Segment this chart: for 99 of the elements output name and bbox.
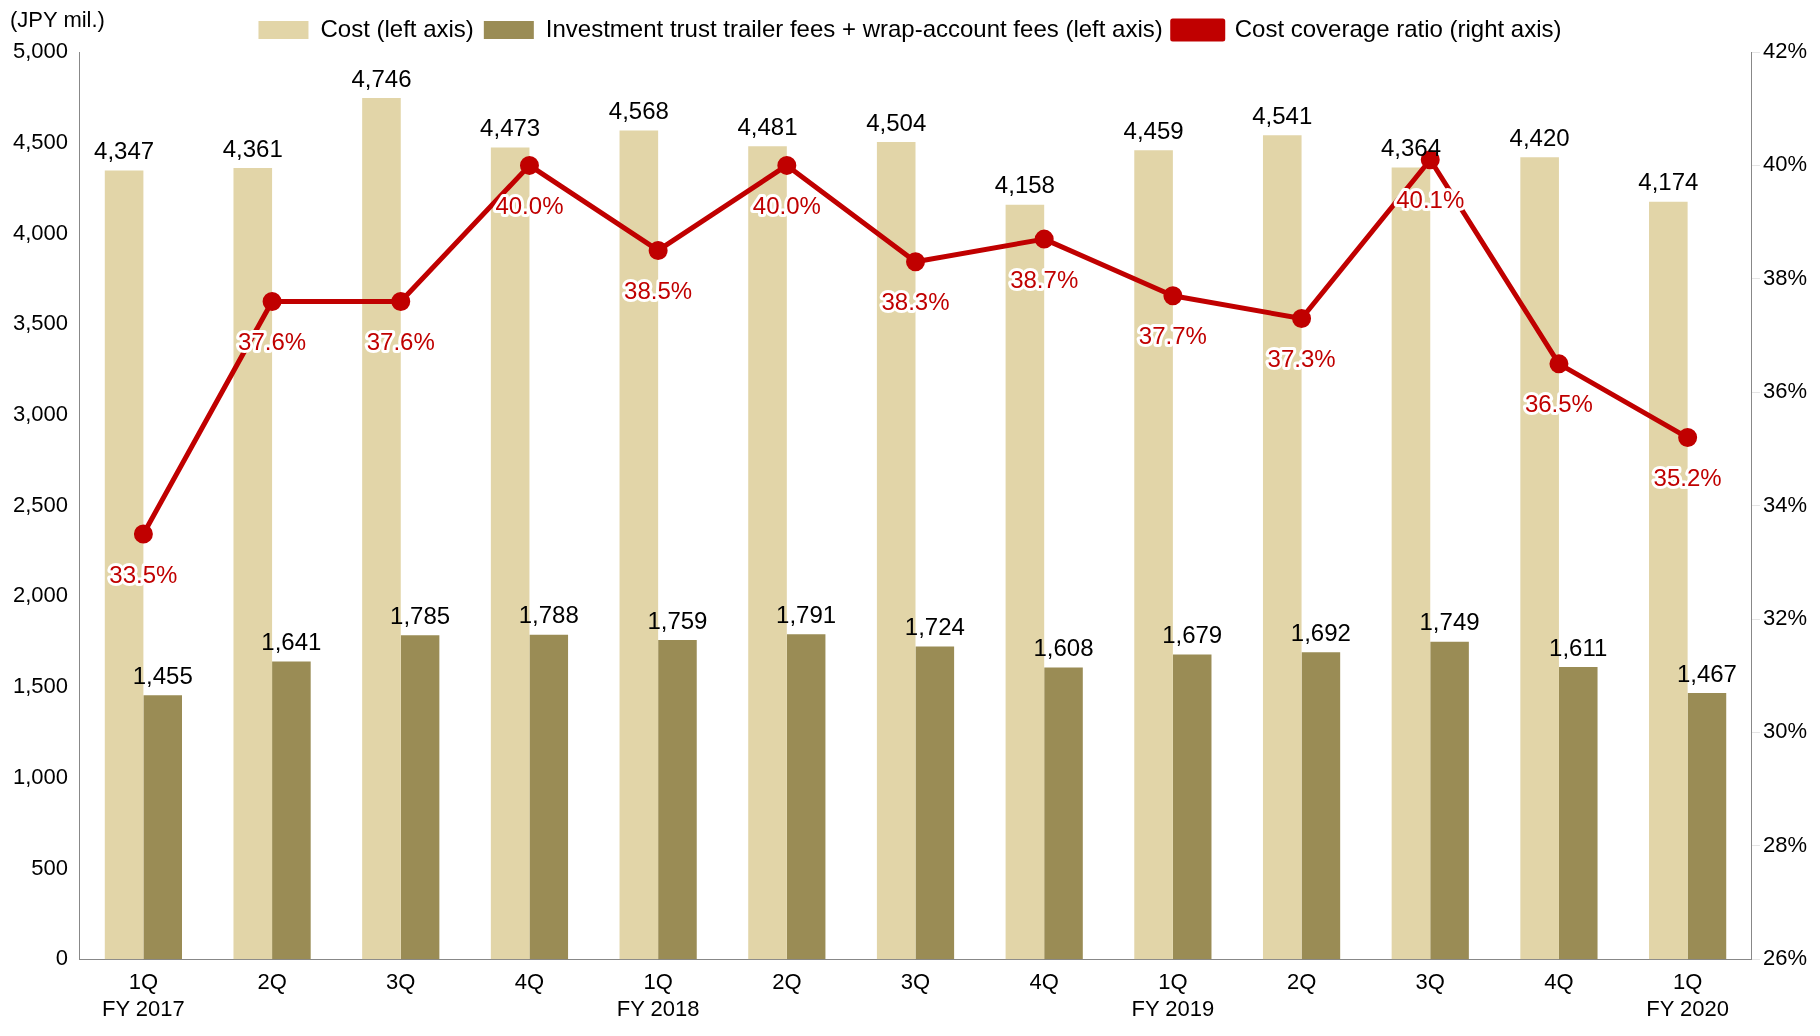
y-tick-label: 4,000 [12,219,69,245]
y2-tick-label: 42% [1762,38,1808,64]
data-label: 1,467 [1676,659,1737,687]
bar [915,646,955,960]
y2-tick-label: 30% [1762,718,1808,744]
y-tick-label: 500 [31,854,69,880]
data-label: 4,459 [1123,116,1184,144]
data-label: 38.5% [624,277,693,305]
bar [1172,654,1212,960]
point [648,240,668,260]
data-label: 40.0% [752,192,821,220]
y2-tick-label: 26% [1762,945,1808,971]
y-tick-label: 3,500 [12,310,69,336]
data-label: 4,364 [1380,134,1441,162]
bar [400,635,440,960]
data-label: 36.5% [1524,390,1593,418]
x-tick-label: 1Q FY 2017 [102,969,185,1021]
x-tick-label: 4Q [1029,969,1059,995]
data-label: 4,420 [1509,123,1570,151]
x-tick-label: 3Q [900,969,931,995]
y2-tick-label: 40% [1762,151,1808,177]
legend-label: Investment trust trailer fees + wrap-account fees (left axis) [545,14,1163,42]
bar [1558,666,1598,960]
x-tick-label: 4Q [1544,969,1574,995]
data-label: 1,641 [261,628,322,656]
point [1163,286,1183,306]
data-label: 4,174 [1638,168,1699,196]
bar [1687,693,1727,960]
y2-tick-label: 28% [1762,831,1808,857]
bar [1430,641,1469,960]
data-label: 1,679 [1162,621,1223,649]
bar [786,634,826,960]
data-label: 4,541 [1252,101,1313,129]
y2-tick-label: 36% [1762,378,1808,404]
y-tick-label: 5,000 [12,38,69,64]
y2-tick-label: 32% [1762,605,1808,631]
y-tick-label: 1,500 [12,673,69,699]
point [1292,308,1312,328]
point [1034,229,1054,249]
y-tick-label: 0 [55,945,69,971]
point [1549,354,1569,374]
data-label: 38.7% [1010,265,1079,293]
y-tick-label: 2,500 [12,491,69,517]
data-label: 4,473 [480,114,541,142]
bar [143,695,182,960]
bar [529,634,569,960]
x-tick-label: 2Q [772,969,802,995]
data-label: 40.0% [495,192,564,220]
y2-tick-label: 38% [1762,264,1808,290]
data-label: 1,785 [390,601,451,629]
bar [658,640,697,960]
data-label: 1,749 [1419,608,1480,636]
data-label: 4,361 [222,134,283,162]
y-tick-label: 4,500 [12,128,69,154]
data-label: 37.7% [1138,322,1207,350]
x-tick-label: 2Q [1286,969,1317,995]
data-label: 1,455 [132,661,193,689]
x-tick-label: 4Q [514,969,545,995]
point [133,524,153,544]
point [519,155,539,175]
data-label: 1,611 [1549,633,1608,661]
data-label: 37.6% [366,328,435,356]
point [777,155,797,175]
y-tick-label: 3,000 [12,400,69,426]
data-label: 1,608 [1033,634,1094,662]
data-label: 4,347 [94,137,155,165]
x-tick-label: 1Q FY 2019 [1131,969,1215,1021]
data-label: 1,724 [904,613,965,641]
data-label: 1,788 [518,601,579,629]
data-label: 1,791 [776,600,837,628]
x-tick-label: 3Q [386,969,416,995]
x-tick-label: 3Q [1415,969,1445,995]
data-label: 4,504 [866,108,927,136]
point [1678,428,1698,448]
point [391,291,411,311]
y2-tick-label: 34% [1762,491,1808,517]
data-label: 4,481 [737,112,798,140]
data-label: 38.3% [881,288,950,316]
data-label: 1,759 [647,606,708,634]
x-tick-label: 1Q FY 2018 [616,969,700,1021]
bar [272,661,311,960]
bar [1301,652,1341,960]
data-label: 35.2% [1653,464,1722,492]
point [262,291,282,311]
data-label: 1,692 [1290,618,1351,646]
bar [1044,667,1083,960]
x-tick-label: 1Q FY 2020 [1646,969,1730,1021]
legend-label: Cost (left axis) [320,14,474,42]
point [906,252,926,272]
data-label: 33.5% [109,560,178,588]
y-tick-label: 2,000 [12,582,69,608]
data-label: 37.3% [1267,345,1336,373]
x-tick-label: 2Q [257,969,287,995]
data-label: 4,746 [351,64,412,92]
legend-label: Cost coverage ratio (right axis) [1234,14,1562,42]
data-label: 4,568 [608,97,669,125]
y-axis-title: (JPY mil.) [10,7,105,33]
y-tick-label: 1,000 [12,763,69,789]
data-label: 4,158 [994,171,1055,199]
